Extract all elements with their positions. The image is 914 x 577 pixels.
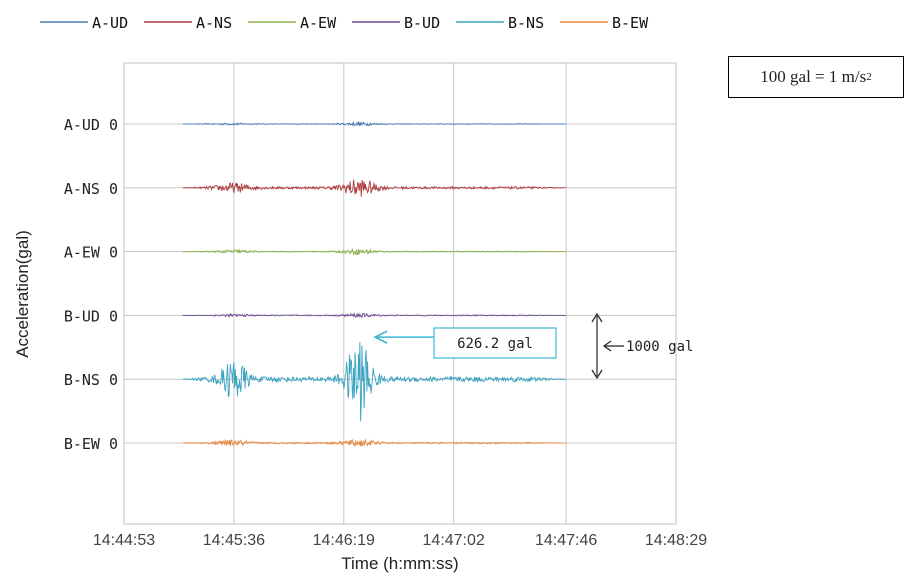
legend-label-b-ew: B-EW: [612, 14, 649, 32]
series-a-ew: [182, 247, 566, 256]
peak-label: 626.2 gal: [457, 336, 533, 352]
scale-label: 1000 gal: [626, 339, 693, 355]
x-tick-label: 14:44:53: [93, 532, 155, 549]
legend: A-UD A-NS A-EW B-UD B-NS B-EW: [40, 14, 649, 32]
plot-area: [123, 62, 677, 525]
row-label-a-ud: A-UD 0: [64, 116, 118, 134]
legend-label-b-ud: B-UD: [404, 14, 440, 32]
x-tick-label: 14:47:02: [423, 532, 485, 549]
y-axis-title: Acceleration(gal): [13, 230, 32, 358]
unit-note: 100 gal = 1 m/s 2: [728, 56, 904, 98]
series-a-ns: [182, 179, 566, 197]
gridlines: [233, 63, 567, 524]
x-tick-labels: 14:44:53 14:45:36 14:46:19 14:47:02 14:47:46…: [93, 532, 707, 549]
x-tick-label: 14:47:46: [535, 532, 597, 549]
peak-label-box: [433, 327, 557, 359]
row-label-a-ew: A-EW 0: [64, 244, 118, 262]
x-tick-label: 14:45:36: [203, 532, 265, 549]
x-tick-label: 14:46:19: [313, 532, 375, 549]
x-tick-label: 14:48:29: [645, 532, 707, 549]
scale-pointer-head: [602, 340, 612, 352]
row-label-b-ud: B-UD 0: [64, 307, 118, 325]
peak-arrow-head: [373, 330, 388, 344]
series-b-ew: [182, 438, 566, 447]
unit-note-text: 100 gal = 1 m/s: [760, 67, 867, 86]
series-b-ud: [182, 312, 566, 319]
legend-label-a-ew: A-EW: [300, 14, 337, 32]
legend-label-a-ud: A-UD: [92, 14, 128, 32]
scale-bar-head-bottom: [591, 369, 603, 380]
row-label-b-ns: B-NS 0: [64, 371, 118, 389]
series-b-ns: [182, 341, 566, 422]
legend-label-a-ns: A-NS: [196, 14, 232, 32]
x-axis-title: Time (h:mm:ss): [341, 554, 458, 573]
peak-callout: 626.2 gal: [373, 327, 557, 359]
series-a-ud: [182, 120, 566, 127]
scale-bar: 1000 gal: [591, 312, 693, 380]
channel-rows: A-UD 0 A-NS 0 A-EW 0 B-UD 0 B-NS 0 B-EW 0: [64, 116, 676, 453]
unit-note-sup: 2: [866, 71, 872, 83]
row-label-b-ew: B-EW 0: [64, 435, 118, 453]
scale-bar-head-top: [591, 312, 603, 323]
row-label-a-ns: A-NS 0: [64, 180, 118, 198]
legend-label-b-ns: B-NS: [508, 14, 544, 32]
